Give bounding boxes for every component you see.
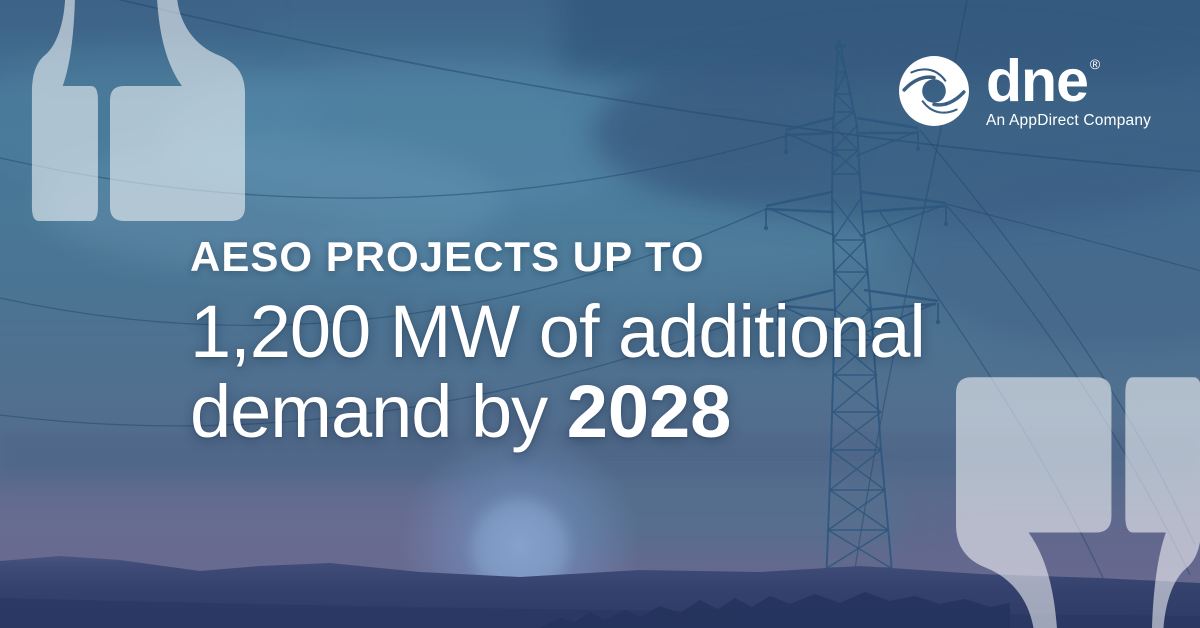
opening-quote-icon <box>14 0 245 221</box>
logo-wordmark: dne ® <box>986 48 1151 114</box>
dne-logo: dne ® An AppDirect Company <box>898 48 1152 130</box>
quote-line-2-year: 2028 <box>566 370 732 453</box>
quote-line-1: 1,200 MW of additional <box>190 290 926 373</box>
quote-text-block: AESO PROJECTS UP TO 1,200 MW of addition… <box>190 233 926 452</box>
logo-wordmark-text: dne <box>986 48 1089 114</box>
closing-quote-icon <box>956 377 1200 628</box>
dne-swirl-icon <box>899 56 969 126</box>
quote-line-2: demand by 2028 <box>190 372 925 452</box>
registered-trademark-symbol: ® <box>1089 56 1101 72</box>
transmission-tower <box>763 39 949 607</box>
quote-headline: 1,200 MW of additional demand by 2028 <box>190 290 926 452</box>
quote-line-2-prefix: demand by <box>190 370 567 453</box>
logo-text: dne ® An AppDirect Company <box>986 48 1152 130</box>
trees-silhouette <box>540 592 1010 628</box>
quote-eyebrow: AESO PROJECTS UP TO <box>190 233 705 280</box>
logo-tagline: An AppDirect Company <box>986 112 1152 130</box>
